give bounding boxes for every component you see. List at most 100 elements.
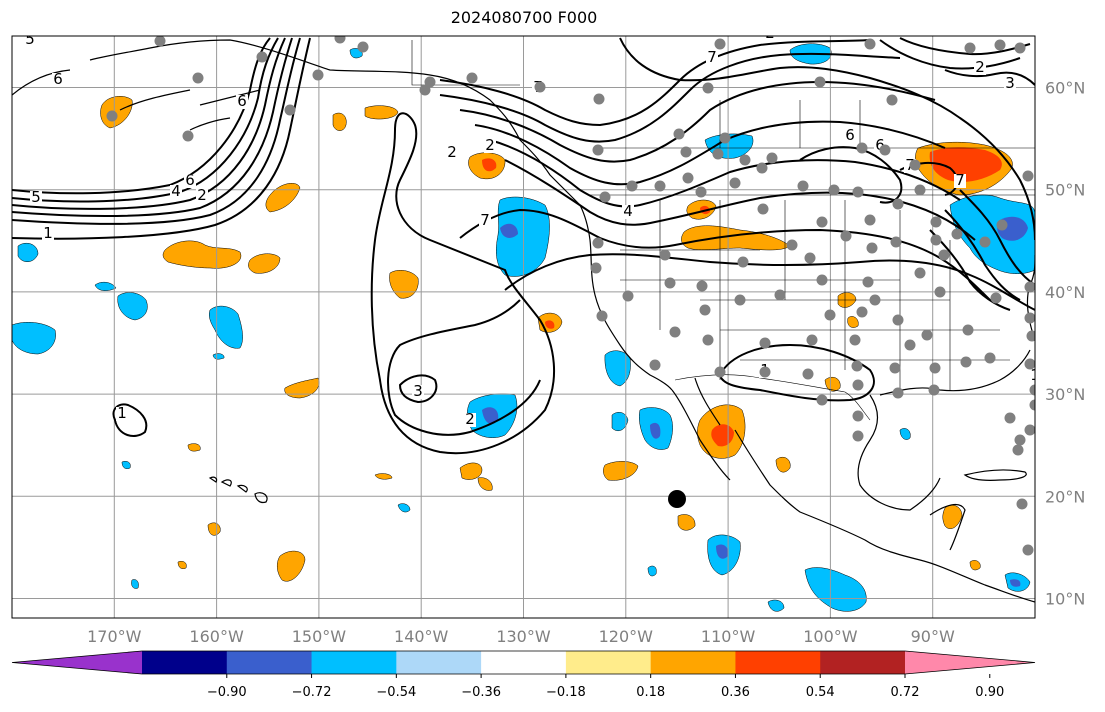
station-marker: [654, 180, 666, 192]
station-marker: [756, 162, 768, 174]
strong-negative-anomaly-fill: [482, 216, 1028, 587]
station-marker: [702, 334, 714, 346]
contour-label-bg: [116, 407, 128, 421]
station-marker: [729, 177, 741, 189]
colorbar-segment: [481, 651, 567, 674]
contour-label-bg: [412, 385, 424, 399]
station-marker: [816, 216, 828, 228]
contour-label-bg: [974, 61, 986, 75]
station-marker: [928, 384, 940, 396]
station-marker: [714, 366, 726, 378]
longitude-label: 110°W: [701, 627, 756, 646]
colorbar-max-extend: [905, 651, 1035, 674]
station-marker: [824, 309, 836, 321]
station-marker: [774, 289, 786, 301]
contour-label: 2: [975, 58, 985, 76]
station-marker: [1024, 281, 1035, 293]
colorbar-segment: [735, 651, 821, 674]
longitude-label: 100°W: [803, 627, 858, 646]
station-marker: [904, 339, 916, 351]
graticule: [12, 36, 1035, 618]
station-marker: [852, 379, 864, 391]
station-marker: [866, 242, 878, 254]
contour-label: 3: [1005, 74, 1015, 92]
station-marker: [804, 252, 816, 264]
longitude-labels: 170°W 160°W 150°W 140°W 130°W 120°W 110°W 100°W…: [87, 627, 955, 646]
station-marker: [929, 362, 941, 374]
station-marker: [1022, 170, 1034, 182]
station-marker: [622, 290, 634, 302]
contour-label-bg: [42, 227, 54, 241]
latitude-label: 10°N: [1045, 590, 1085, 609]
station-marker: [664, 277, 676, 289]
station-marker: [909, 159, 921, 171]
latitude-label: 40°N: [1045, 283, 1085, 302]
coastlines: [12, 39, 1035, 603]
station-marker: [1012, 444, 1024, 456]
station-marker: [951, 228, 963, 240]
contour-label: 6: [185, 171, 195, 189]
station-marker: [1024, 312, 1035, 324]
station-marker: [714, 38, 726, 50]
station-marker: [852, 410, 864, 422]
latitude-label: 60°N: [1045, 79, 1085, 98]
station-marker: [192, 72, 204, 84]
station-marker: [984, 352, 996, 364]
contour-label: 1: [1030, 366, 1040, 384]
station-marker: [996, 219, 1008, 231]
station-marker: [1029, 399, 1035, 411]
contour-label: 1: [117, 404, 127, 422]
station-marker: [802, 368, 814, 380]
colorbar-tick-label: −0.72: [292, 685, 332, 700]
station-marker: [962, 324, 974, 336]
station-marker: [590, 262, 602, 274]
station-marker: [914, 267, 926, 279]
station-marker: [626, 180, 638, 192]
station-marker: [759, 337, 771, 349]
station-marker: [695, 186, 707, 198]
station-marker: [930, 216, 942, 228]
station-marker: [312, 69, 324, 81]
colorbar-segment: [226, 651, 313, 674]
contour-label: 6: [237, 92, 247, 110]
contour-label: 2: [465, 410, 475, 428]
station-marker: [964, 42, 976, 54]
contour-label-bg: [844, 129, 856, 143]
map-field: 56654621277674232117236712: [12, 36, 1040, 618]
station-marker: [889, 362, 901, 374]
station-marker: [759, 366, 771, 378]
station-marker: [357, 41, 369, 53]
station-marker: [682, 172, 694, 184]
station-marker: [828, 184, 840, 196]
station-marker: [1004, 412, 1016, 424]
contour-label-bg: [484, 139, 496, 153]
contour-label: 5: [31, 188, 41, 206]
colorbar: −0.90 −0.72 −0.54 −0.36 −0.18 0.18 0.36 0.54 0.7…: [11, 650, 1036, 700]
latitude-label: 20°N: [1045, 487, 1085, 506]
station-marker: [979, 236, 991, 248]
station-marker: [734, 294, 746, 306]
contour-label: 1: [43, 224, 53, 242]
station-marker: [1014, 42, 1026, 54]
contour-label: 4: [171, 182, 181, 200]
station-marker: [596, 310, 608, 322]
station-marker: [886, 94, 898, 106]
station-marker: [806, 334, 818, 346]
station-marker: [814, 76, 826, 88]
contour-label-bg: [196, 189, 208, 203]
longitude-label: 140°W: [394, 627, 449, 646]
colorbar-tick-label: 0.54: [806, 685, 835, 700]
contour-label-bg: [464, 413, 476, 427]
storm-center-marker: [668, 490, 686, 508]
station-marker: [892, 314, 904, 326]
latitude-label: 50°N: [1045, 181, 1085, 200]
station-marker: [852, 430, 864, 442]
negative-anomaly-fill: [12, 43, 1035, 612]
political-borders: [411, 40, 1035, 421]
station-marker: [1024, 424, 1035, 436]
contour-label: 7: [480, 211, 490, 229]
station-marker: [1014, 434, 1026, 446]
colorbar-tick-label: 0.36: [721, 685, 750, 700]
station-marker: [869, 294, 881, 306]
